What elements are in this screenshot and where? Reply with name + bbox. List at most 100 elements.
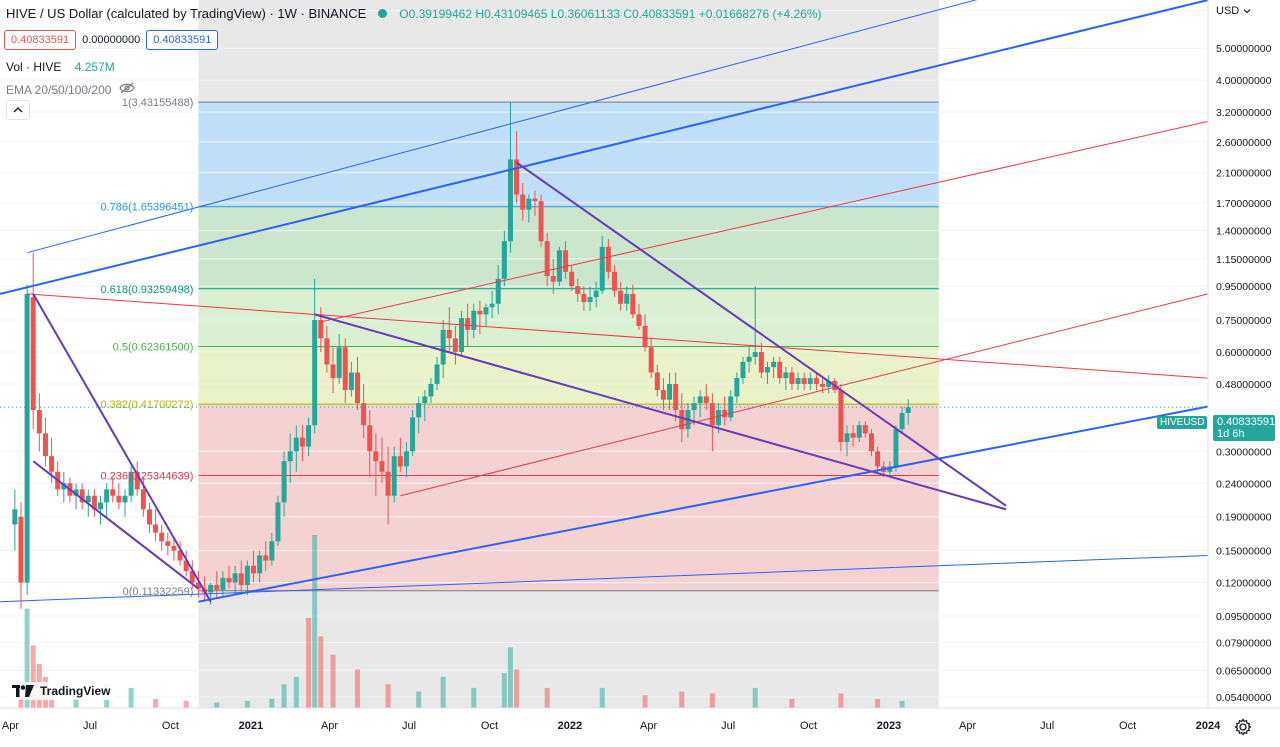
- candle-body: [116, 495, 122, 503]
- time-axis[interactable]: Apr Jul Oct 2021 Apr Jul Oct 2022 Apr Jul Oct 2023 A…: [0, 707, 1280, 747]
- candle-body: [318, 320, 324, 339]
- volume-bar: [214, 702, 220, 710]
- candle-body: [385, 471, 391, 496]
- candle-body: [330, 364, 336, 379]
- currency-selector[interactable]: USD: [1216, 5, 1251, 17]
- volume-legend[interactable]: Vol · HIVE 4.257M: [6, 60, 115, 74]
- fib-zone: [198, 346, 939, 405]
- volume-bar: [385, 684, 391, 710]
- candle-body: [728, 396, 734, 418]
- candle-body: [593, 290, 599, 298]
- candle-body: [605, 246, 611, 272]
- candle-body: [257, 555, 263, 574]
- candle-body: [862, 425, 868, 434]
- candle-body: [250, 565, 256, 574]
- candle-body: [238, 573, 244, 585]
- candle-body: [599, 246, 605, 291]
- candle-body: [783, 372, 789, 379]
- fib-retracement[interactable]: [198, 0, 939, 708]
- trendline-wedge-2022-lower: [314, 313, 1007, 511]
- last-price-value: 0.40833591: [1217, 416, 1276, 428]
- candle-body: [324, 338, 330, 365]
- ema-legend[interactable]: EMA 20/50/100/200: [6, 82, 136, 97]
- candle-body: [189, 571, 195, 583]
- time-axis-background: [0, 708, 1280, 747]
- candle-body: [146, 509, 152, 525]
- time-tick-label: Apr: [321, 720, 338, 732]
- candle-body: [397, 456, 403, 467]
- volume-bar: [752, 687, 758, 710]
- candle-body: [654, 372, 660, 391]
- time-tick-label: Oct: [800, 720, 817, 732]
- candle-body: [795, 378, 801, 384]
- candle-body: [771, 361, 777, 368]
- fib-level-label: 0.5(0.62361500): [113, 341, 194, 353]
- candle-body: [483, 307, 489, 315]
- trendline-red-downtrend: [27, 293, 1209, 379]
- candle-body: [734, 378, 740, 397]
- price-tick-label: 0.60000000: [1216, 347, 1272, 359]
- price-tick-label: 0.19000000: [1216, 512, 1272, 524]
- candle-body: [691, 403, 697, 411]
- candle-body: [820, 383, 826, 387]
- buy-button[interactable]: 0.40833591: [146, 30, 219, 50]
- candle-body: [501, 241, 507, 279]
- fib-zone: [198, 102, 939, 207]
- volume-bar: [30, 645, 36, 710]
- settings-button[interactable]: [1232, 716, 1254, 738]
- candle-body: [838, 390, 844, 443]
- price-axis-background: [1208, 0, 1280, 747]
- price-axis[interactable]: 5.00000000 4.00000000 3.20000000 2.60000000…: [1207, 0, 1280, 747]
- candle-body: [410, 417, 416, 452]
- high-value: H0.43109465: [475, 6, 548, 21]
- candle-body: [520, 194, 526, 210]
- candle-body: [648, 347, 654, 373]
- candle-body: [134, 471, 140, 490]
- price-tick-label: 2.60000000: [1216, 137, 1272, 149]
- collapse-legend-button[interactable]: [6, 100, 30, 120]
- candle-body: [348, 372, 354, 391]
- candle-body: [538, 201, 544, 242]
- volume-bar: [838, 693, 844, 710]
- candle-body: [226, 577, 232, 583]
- candles: [12, 102, 911, 609]
- candle-body: [159, 532, 165, 542]
- trendline-wedge-2022-upper: [516, 161, 1007, 507]
- candle-body: [758, 351, 764, 373]
- candle-body: [428, 383, 434, 397]
- volume-bar: [244, 700, 250, 710]
- candle-body: [789, 372, 795, 384]
- tradingview-logo-text: TradingView: [40, 684, 111, 698]
- candle-body: [61, 483, 67, 490]
- candle-body: [764, 367, 770, 373]
- fib-zone: [198, 475, 939, 591]
- volume-bar: [293, 676, 299, 710]
- last-symbol-label: HIVEUSD: [1157, 416, 1208, 429]
- trendline-channel-bottom-thin: [0, 554, 1209, 603]
- price-tick-label: 0.95000000: [1216, 281, 1272, 293]
- time-tick-label: 2021: [239, 720, 263, 732]
- tradingview-logo[interactable]: TradingView: [8, 682, 115, 700]
- volume-bar: [281, 684, 287, 710]
- candle-body: [777, 361, 783, 379]
- candle-body: [312, 320, 318, 426]
- volume-value: 4.257M: [74, 60, 115, 74]
- trade-buttons: 0.40833591 0.00000000 0.40833591: [4, 30, 219, 50]
- candle-body: [306, 425, 312, 447]
- candle-body: [697, 396, 703, 404]
- candle-body: [171, 545, 177, 551]
- time-tick-label: Jul: [402, 720, 416, 732]
- sell-button[interactable]: 0.40833591: [4, 30, 77, 50]
- fib-level-label: 0.786(1.65396451): [100, 202, 193, 214]
- eye-hidden-icon[interactable]: [119, 82, 136, 97]
- tradingview-logo-icon: [12, 685, 34, 697]
- open-value: O0.39199462: [399, 6, 472, 21]
- fib-level-label: 1(3.43155488): [122, 97, 194, 109]
- candle-body: [459, 318, 465, 352]
- trendlines[interactable]: [0, 0, 1209, 603]
- price-tick-label: 1.40000000: [1216, 226, 1272, 238]
- trendline-red-channel-top: [320, 120, 1209, 323]
- symbol-title[interactable]: HIVE / US Dollar (calculated by TradingV…: [6, 6, 367, 21]
- volume-bar: [471, 687, 477, 710]
